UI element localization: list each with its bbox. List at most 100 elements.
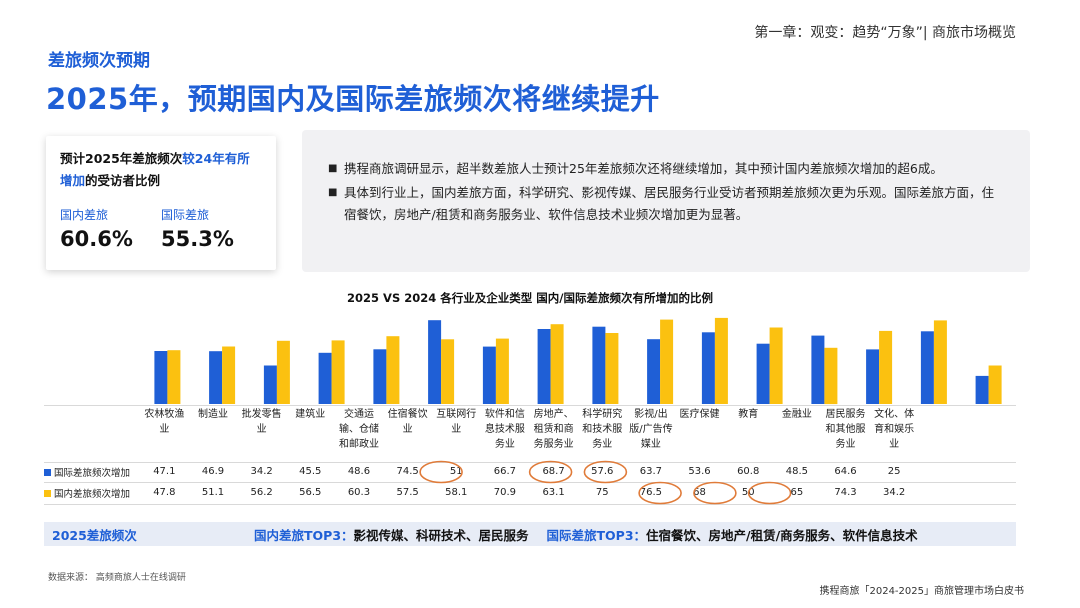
bar-domestic [769,327,783,404]
legend-international: 国际差旅频次增加 [44,462,140,482]
category-label: 居民服务和其他服务业 [825,409,866,450]
bar-international [920,331,934,404]
bar-domestic [879,330,893,404]
bar-domestic [550,324,564,404]
summary-title-prefix: 预计2025年差旅频次 [60,151,183,166]
category-label: 批发零售业 [241,409,282,435]
top3-label: 2025差旅频次 [52,527,137,543]
stat-value: 55.3% [161,227,234,251]
section-label: 差旅频次预期 [48,51,150,71]
data-label: 60.8 [737,466,760,477]
stat-value: 60.6% [60,227,133,251]
bar-international [428,320,442,404]
summary-stats: 国内差旅 60.6% 国际差旅 55.3% [60,206,262,251]
data-label: 53.6 [688,466,711,477]
notes-box: ■ 携程商旅调研显示，超半数差旅人士预计25年差旅频次还将继续增加，其中预计国内差… [302,130,1030,272]
category-label: 科学研究和技术服务业 [582,409,623,450]
bar-international [701,332,715,404]
value-row-international: 47.1 46.9 34.2 45.5 48.6 74.5 51 66.7 68.7 57.6 63… [140,462,1016,482]
data-label: 66.7 [493,466,517,477]
stat-label: 国内差旅 [60,208,109,222]
table-divider [44,405,1016,406]
category-label: 文化、体育和娱乐业 [874,409,915,450]
stat-international: 国际差旅 55.3% [161,206,262,251]
category-label: 软件和信息技术服务业 [484,409,525,450]
bar-domestic [988,365,1002,404]
bar-domestic [933,320,947,404]
summary-card: 预计2025年差旅频次较24年有所 增加的受访者比例 国内差旅 60.6% 国际… [46,136,276,270]
summary-title-line2-highlight: 增加 [60,173,86,188]
note-text: 具体到行业上，国内差旅方面，科学研究、影视传媒、居民服务行业受访者预期差旅频次更… [344,185,995,222]
bar-chart [154,317,1002,405]
bar-international [482,346,496,404]
legend-label: 国际差旅频次增加 [54,468,131,479]
data-label: 64.6 [834,466,857,477]
bar-domestic [331,340,345,404]
data-source: 数据来源： 高频商旅人士在线调研 [48,573,186,583]
bar-domestic [276,340,290,404]
summary-title: 预计2025年差旅频次较24年有所 增加的受访者比例 [60,148,262,192]
data-label: 34.2 [250,466,273,477]
value-row-domestic: 47.8 51.1 56.2 56.5 60.3 57.5 58.1 70.9 63.1 75 76… [140,483,1016,503]
legend-swatch-international [44,468,51,476]
top3-international-key: 国际差旅TOP3： [546,527,647,543]
data-label: 51.1 [201,487,225,498]
page-title: 2025年，预期国内及国际差旅频次将继续提升 [46,82,660,116]
data-label: 68 [693,487,706,498]
category-label: 医疗保健 [679,409,720,420]
data-label: 57.5 [396,487,419,498]
data-label: 68.7 [542,466,565,477]
bullet-icon: ■ [328,187,338,198]
data-label: 65 [790,487,804,498]
data-label: 46.9 [201,466,225,477]
data-label: 57.6 [591,466,614,477]
data-label: 58.1 [445,487,468,498]
data-label: 56.2 [250,487,273,498]
category-label: 制造业 [197,409,228,420]
bar-domestic [167,350,181,404]
note-item: ■ 携程商旅调研显示，超半数差旅人士预计25年差旅频次还将继续增加，其中预计国内差… [328,158,1004,180]
data-label: 48.5 [785,466,808,477]
category-label: 建筑业 [295,409,326,420]
data-label: 25 [887,466,901,477]
footer: 携程商旅「2024-2025」商旅管理市场白皮书 [819,586,1024,597]
note-text: 携程商旅调研显示，超半数差旅人士预计25年差旅频次还将继续增加，其中预计国内差旅… [344,161,943,176]
bar-international [592,326,606,404]
data-label: 63.1 [542,487,565,498]
bullet-icon: ■ [328,163,338,174]
bar-domestic [605,333,619,404]
bar-domestic [824,347,838,405]
bar-international [811,335,825,404]
data-label: 70.9 [493,487,517,498]
data-label: 76.5 [639,487,663,498]
bar-international [537,329,551,404]
category-label: 农林牧渔业 [144,409,185,435]
category-label: 交通运输、仓储和邮政业 [338,409,379,450]
bar-international [975,375,989,404]
category-label: 住宿餐饮业 [387,409,428,435]
category-label: 教育 [738,409,759,420]
top3-bar: 2025差旅频次 国内差旅TOP3： 影视传媒、科研技术、居民服务 国际差旅TO… [44,522,1016,546]
top3-domestic-value: 影视传媒、科研技术、居民服务 [353,527,529,543]
stat-label: 国际差旅 [161,208,210,222]
bar-domestic [386,336,400,404]
top3-domestic-key: 国内差旅TOP3： [254,527,354,543]
category-label: 房地产、租赁和商务服务业 [533,409,574,450]
bar-domestic [714,317,728,404]
data-label: 48.6 [347,466,371,477]
bar-domestic [495,338,509,404]
stat-domestic: 国内差旅 60.6% [60,206,161,251]
bar-domestic [222,346,236,404]
bar-international [263,365,277,404]
data-label: 75 [595,487,609,498]
top3-international-value: 住宿餐饮、房地产/租赁/商务服务、软件信息技术 [646,527,918,543]
data-label: 50 [741,487,755,498]
bar-international [373,349,387,404]
legend-swatch-domestic [44,489,51,497]
bar-international [154,351,168,404]
bar-international [866,349,880,404]
data-label: 74.3 [834,487,857,498]
data-label: 45.5 [299,466,322,477]
bar-domestic [441,339,455,404]
summary-title-suffix: 的受访者比例 [85,173,161,188]
